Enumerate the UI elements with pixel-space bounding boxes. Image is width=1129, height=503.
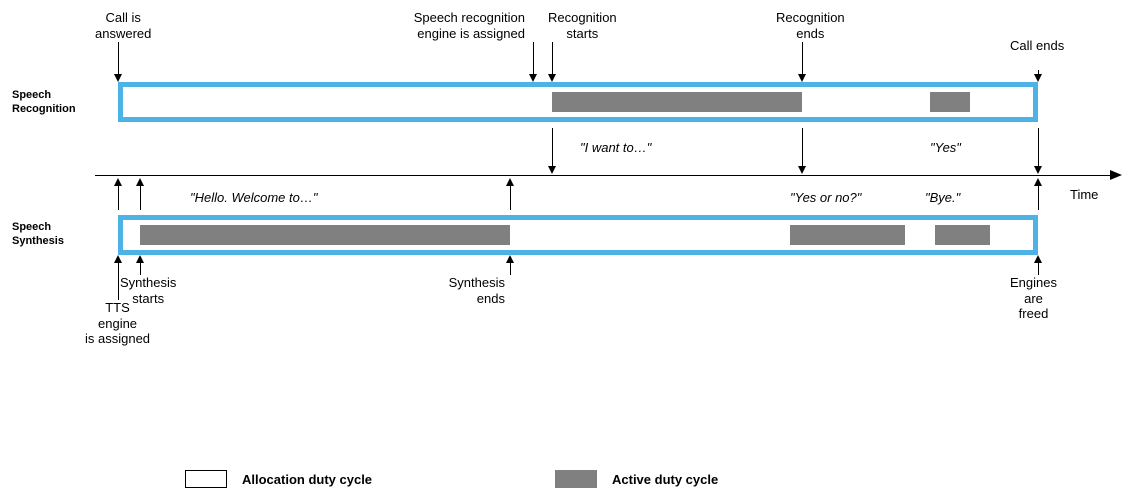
callout-label: Call is answered xyxy=(95,10,151,41)
arrow-up-icon xyxy=(114,255,122,263)
arrow-down-icon xyxy=(1034,166,1042,174)
callout-line xyxy=(510,184,511,210)
callout-line xyxy=(1038,184,1039,210)
spoken-text: "Hello. Welcome to…" xyxy=(190,190,317,206)
arrow-up-icon xyxy=(1034,178,1042,186)
active-bar xyxy=(935,225,990,245)
callout-line xyxy=(552,128,553,170)
arrow-down-icon xyxy=(798,74,806,82)
spoken-text: "I want to…" xyxy=(580,140,651,156)
active-bar xyxy=(140,225,510,245)
callout-line xyxy=(118,42,119,76)
row-label-recognition: Speech Recognition xyxy=(12,88,76,117)
callout-label: Recognition ends xyxy=(776,10,845,41)
timeline-arrowhead xyxy=(1110,170,1122,180)
callout-label: Recognition starts xyxy=(548,10,617,41)
spoken-text: "Yes or no?" xyxy=(790,190,861,206)
callout-label: Synthesis ends xyxy=(440,275,505,306)
arrow-up-icon xyxy=(114,178,122,186)
callout-line xyxy=(552,42,553,76)
arrow-down-icon xyxy=(1034,74,1042,82)
timeline-label: Time xyxy=(1070,187,1098,203)
callout-line xyxy=(1038,128,1039,170)
arrow-down-icon xyxy=(529,74,537,82)
callout-line xyxy=(140,184,141,210)
arrow-down-icon xyxy=(114,74,122,82)
callout-line xyxy=(118,184,119,210)
spoken-text: "Yes" xyxy=(930,140,961,156)
callout-line xyxy=(802,128,803,170)
callout-label: Engines are freed xyxy=(1010,275,1057,322)
callout-label: Synthesis starts xyxy=(120,275,176,306)
callout-line xyxy=(802,42,803,76)
legend-active-label: Active duty cycle xyxy=(612,472,718,487)
legend-allocation-swatch xyxy=(185,470,227,488)
arrow-up-icon xyxy=(136,255,144,263)
active-bar xyxy=(930,92,970,112)
callout-label: TTS engine is assigned xyxy=(85,300,150,347)
legend-active-swatch xyxy=(555,470,597,488)
callout-label: Speech recognition engine is assigned xyxy=(360,10,525,41)
callout-label: Call ends xyxy=(1010,38,1064,54)
arrow-down-icon xyxy=(548,166,556,174)
callout-line xyxy=(533,42,534,76)
arrow-up-icon xyxy=(1034,255,1042,263)
callout-line xyxy=(118,260,119,300)
arrow-up-icon xyxy=(136,178,144,186)
timeline-axis xyxy=(95,175,1110,176)
row-label-synthesis: Speech Synthesis xyxy=(12,220,64,249)
active-bar xyxy=(790,225,905,245)
arrow-down-icon xyxy=(548,74,556,82)
arrow-up-icon xyxy=(506,255,514,263)
spoken-text: "Bye." xyxy=(925,190,960,206)
arrow-up-icon xyxy=(506,178,514,186)
legend-allocation-label: Allocation duty cycle xyxy=(242,472,372,487)
active-bar xyxy=(552,92,802,112)
arrow-down-icon xyxy=(798,166,806,174)
